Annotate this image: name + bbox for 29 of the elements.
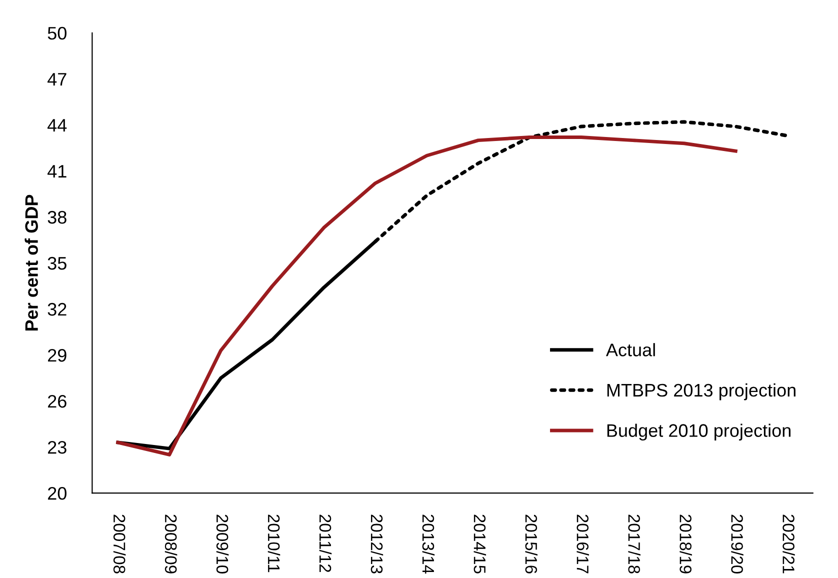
y-axis-title: Per cent of GDP (24, 194, 38, 331)
x-tick-label: 2012/13 (370, 514, 384, 574)
y-tick-label: 50 (48, 26, 66, 40)
legend-label: Budget 2010 projection (607, 424, 790, 441)
y-tick-label: 44 (48, 119, 67, 132)
y-tick-label: 38 (48, 210, 66, 224)
y-tick-label: 47 (48, 73, 66, 86)
y-tick-label: 32 (48, 302, 66, 316)
x-tick-label: 2007/08 (113, 514, 126, 574)
y-tick-label: 26 (48, 394, 66, 408)
x-tick-label: 2010/11 (268, 514, 280, 572)
y-tick-label: 29 (48, 348, 66, 362)
x-tick-label: 2017/18 (628, 514, 640, 574)
y-tick-label: 41 (48, 165, 66, 178)
x-tick-label: 2014/15 (474, 514, 486, 574)
x-tick-label: 2016/17 (576, 514, 589, 574)
x-tick-label: 2015/16 (525, 514, 538, 574)
x-tick-label: 2019/20 (731, 514, 744, 574)
legend-label: MTBPS 2013 projection (607, 383, 796, 400)
y-tick-label: 20 (48, 486, 66, 500)
y-tick-label: 35 (48, 256, 66, 270)
x-tick-label: 2020/21 (782, 514, 795, 574)
x-tick-label: 2018/19 (680, 514, 692, 574)
x-tick-label: 2013/14 (422, 514, 435, 574)
x-tick-label: 2008/09 (164, 514, 178, 574)
x-tick-label: 2009/10 (216, 514, 229, 574)
x-tick-label: 2011/12 (319, 514, 332, 572)
y-tick-label: 23 (48, 440, 66, 454)
legend-label: Actual (606, 343, 655, 356)
